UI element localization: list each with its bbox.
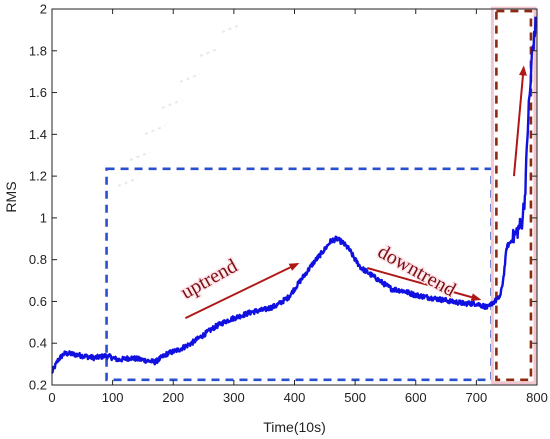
x-tick-label: 200 — [162, 390, 184, 405]
y-tick-label: 1 — [40, 210, 47, 225]
x-tick-label: 600 — [405, 390, 427, 405]
series-layer — [51, 16, 537, 374]
y-tick-label: 1.4 — [29, 127, 47, 142]
y-axis-label: RMS — [3, 181, 19, 212]
y-tick-label: 0.6 — [29, 294, 47, 309]
rms-series-line — [51, 16, 537, 374]
y-tick-label: 0.4 — [29, 336, 47, 351]
x-tick-label: 700 — [466, 390, 488, 405]
y-tick-label: 0.2 — [29, 378, 47, 393]
x-tick-label: 800 — [526, 390, 548, 405]
highlight-box-glow — [490, 6, 537, 385]
failure-region-box — [495, 9, 533, 382]
y-tick-label: 1.2 — [29, 169, 47, 184]
x-tick-label: 100 — [102, 390, 124, 405]
downtrend-arrow — [366, 267, 482, 302]
x-tick-label: 0 — [48, 390, 55, 405]
x-tick-label: 500 — [344, 390, 366, 405]
x-axis: 0 100 200 300 400 500 600 700 800 — [48, 9, 548, 405]
y-tick-label: 2 — [40, 2, 47, 17]
failure-rise-arrow — [512, 65, 527, 177]
trend-arrows — [184, 65, 527, 320]
uptrend-arrow — [184, 262, 300, 320]
y-axis: 0.2 0.4 0.6 0.8 1 1.2 1.4 1.6 1.8 2 — [29, 2, 537, 393]
x-tick-label: 400 — [284, 390, 306, 405]
y-tick-label: 0.8 — [29, 252, 47, 267]
y-tick-label: 1.8 — [29, 43, 47, 58]
y-tick-label: 1.6 — [29, 85, 47, 100]
highlight-boxes — [105, 6, 537, 385]
x-axis-label: Time(10s) — [263, 419, 326, 435]
x-tick-label: 300 — [223, 390, 245, 405]
